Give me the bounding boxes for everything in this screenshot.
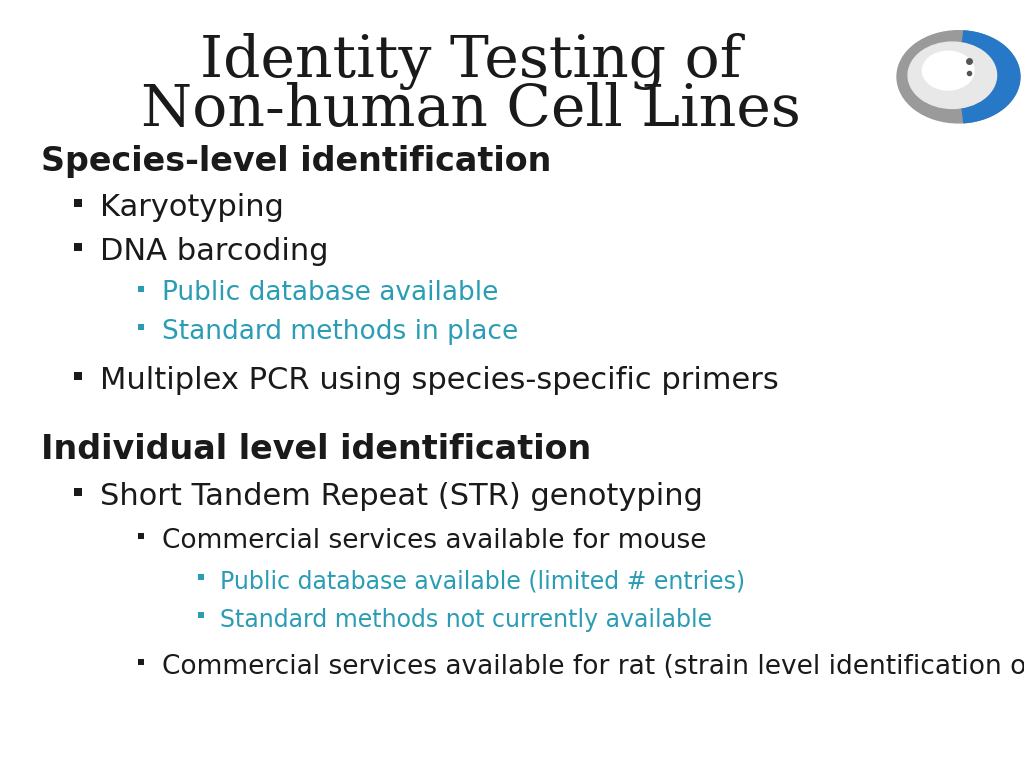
Text: Public database available (limited # entries): Public database available (limited # ent…	[220, 569, 745, 594]
Text: Standard methods not currently available: Standard methods not currently available	[220, 607, 713, 632]
Text: Short Tandem Repeat (STR) genotyping: Short Tandem Repeat (STR) genotyping	[100, 482, 703, 511]
Text: Commercial services available for rat (strain level identification only): Commercial services available for rat (s…	[162, 654, 1024, 680]
Text: Species-level identification: Species-level identification	[41, 145, 551, 177]
Text: Non-human Cell Lines: Non-human Cell Lines	[141, 82, 801, 137]
Text: Identity Testing of: Identity Testing of	[201, 33, 741, 90]
Text: Multiplex PCR using species-specific primers: Multiplex PCR using species-specific pri…	[100, 366, 779, 395]
Text: Individual level identification: Individual level identification	[41, 433, 591, 465]
Wedge shape	[958, 31, 1020, 123]
Text: DNA barcoding: DNA barcoding	[100, 237, 329, 266]
Text: Commercial services available for mouse: Commercial services available for mouse	[162, 528, 707, 554]
Text: Public database available: Public database available	[162, 280, 498, 306]
Circle shape	[923, 51, 974, 90]
Text: Karyotyping: Karyotyping	[100, 193, 285, 222]
Text: Standard methods in place: Standard methods in place	[162, 319, 518, 345]
Circle shape	[897, 31, 1020, 123]
Circle shape	[908, 42, 996, 108]
